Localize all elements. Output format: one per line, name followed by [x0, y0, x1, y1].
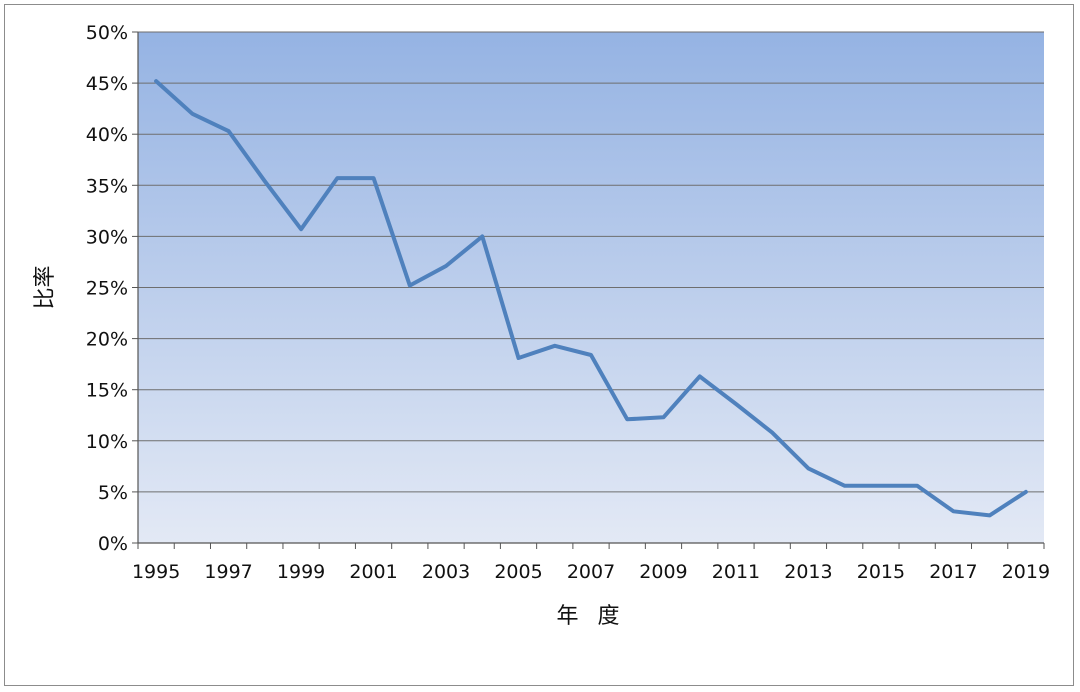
- x-tick-label: 2009: [639, 561, 687, 583]
- y-tick-label: 15%: [86, 380, 128, 402]
- x-tick-label: 1999: [277, 561, 325, 583]
- y-tick-label: 5%: [98, 482, 128, 504]
- y-tick-label: 0%: [98, 533, 128, 555]
- x-tick-label: 2013: [784, 561, 832, 583]
- x-tick-label: 2011: [712, 561, 760, 583]
- y-tick-label: 40%: [86, 124, 128, 146]
- y-tick-label: 10%: [86, 431, 128, 453]
- y-tick-label: 25%: [86, 278, 128, 300]
- y-tick-label: 30%: [86, 226, 128, 248]
- x-tick-labels: 1995 1997 1999 2001 2003 2005 2007 2009 2011 2013…: [132, 561, 1050, 583]
- x-tick-label: 2003: [422, 561, 470, 583]
- series-line: [154, 79, 1028, 518]
- x-tick-label: 1995: [132, 561, 180, 583]
- y-tick-labels: 0% 5% 10% 15% 20% 25% 30% 35% 40% 45% 50%: [86, 22, 128, 555]
- gridlines: [138, 31, 1044, 493]
- axes: [132, 31, 1045, 549]
- x-tick-label: 2019: [1002, 561, 1050, 583]
- y-tick-label: 35%: [86, 175, 128, 197]
- x-axis-title: 年 度: [557, 604, 626, 629]
- x-tick-label: 2007: [567, 561, 615, 583]
- y-axis-title: 比率: [33, 265, 58, 309]
- x-tick-label: 2017: [929, 561, 977, 583]
- y-tick-label: 50%: [86, 22, 128, 44]
- y-tick-label: 45%: [86, 73, 128, 95]
- x-tick-label: 2001: [349, 561, 397, 583]
- x-tick-label: 2015: [857, 561, 905, 583]
- y-tick-label: 20%: [86, 329, 128, 351]
- x-tick-label: 1997: [204, 561, 252, 583]
- x-tick-label: 2005: [494, 561, 542, 583]
